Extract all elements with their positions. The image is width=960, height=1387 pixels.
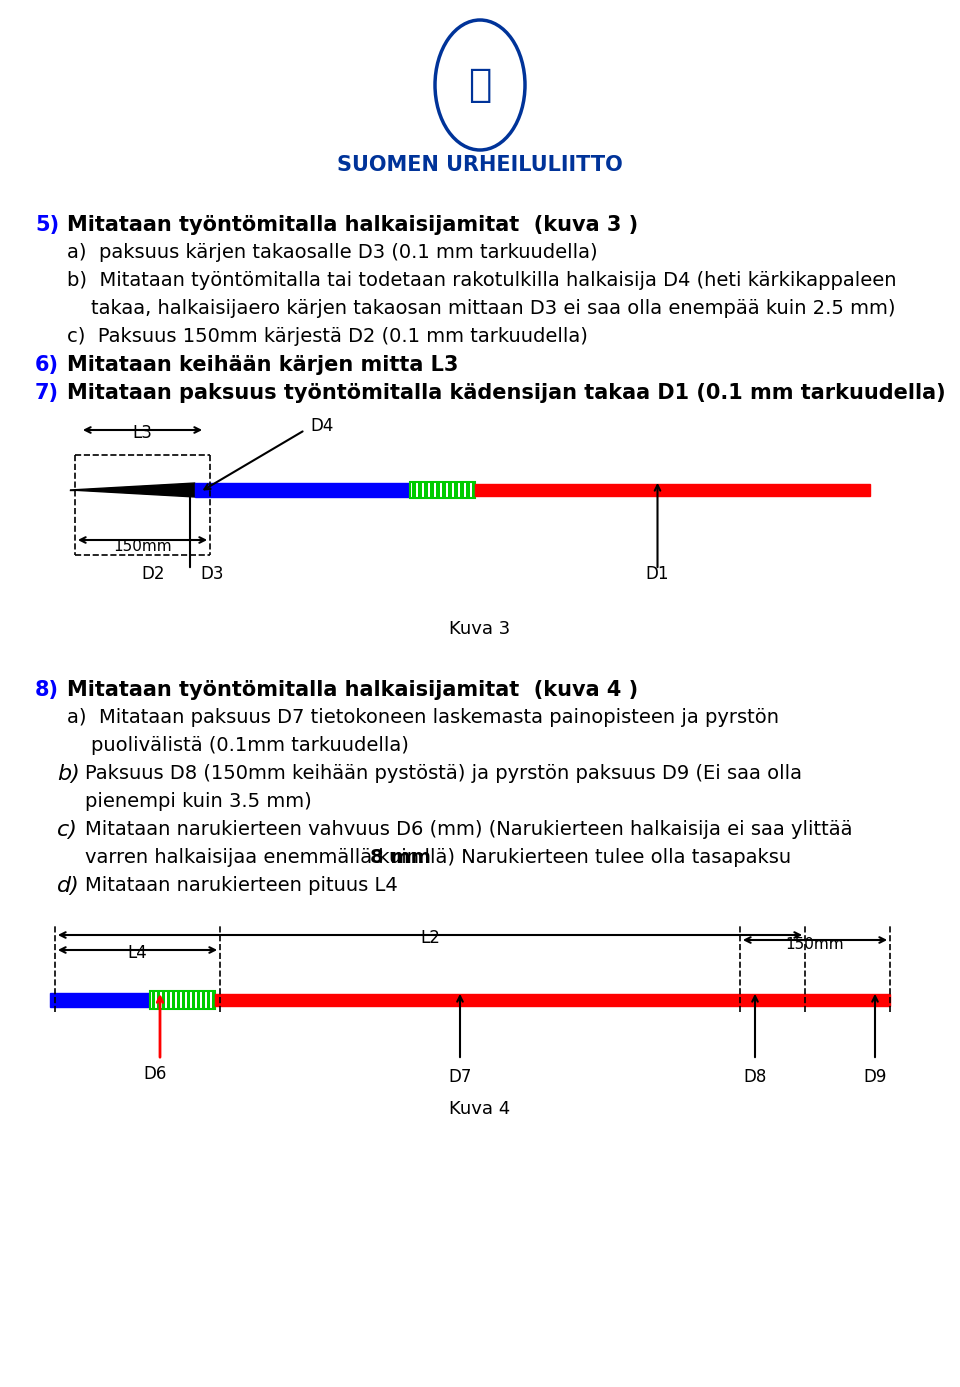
Bar bbox=[162, 990, 165, 1008]
Text: SUOMEN URHEILULIITTO: SUOMEN URHEILULIITTO bbox=[337, 155, 623, 175]
Text: b): b) bbox=[57, 764, 80, 784]
Text: varren halkaisijaa enemmällä kuin: varren halkaisijaa enemmällä kuin bbox=[85, 847, 425, 867]
Polygon shape bbox=[70, 483, 195, 497]
Bar bbox=[152, 990, 155, 1008]
Text: Mitataan työntömitalla halkaisijamitat  (kuva 3 ): Mitataan työntömitalla halkaisijamitat (… bbox=[67, 215, 638, 234]
Text: a)  paksuus kärjen takaosalle D3 (0.1 mm tarkuudella): a) paksuus kärjen takaosalle D3 (0.1 mm … bbox=[67, 243, 598, 262]
Text: Paksuus D8 (150mm keihään pystöstä) ja pyrstön paksuus D9 (Ei saa olla: Paksuus D8 (150mm keihään pystöstä) ja p… bbox=[85, 764, 802, 784]
Text: Kuva 4: Kuva 4 bbox=[449, 1100, 511, 1118]
Bar bbox=[454, 483, 458, 498]
Text: D3: D3 bbox=[200, 565, 224, 583]
Bar bbox=[197, 990, 200, 1008]
Text: puolivälistä (0.1mm tarkuudella): puolivälistä (0.1mm tarkuudella) bbox=[91, 736, 409, 755]
Text: L3: L3 bbox=[132, 424, 153, 442]
Bar bbox=[215, 994, 890, 1006]
Text: 6): 6) bbox=[35, 355, 59, 374]
Text: D8: D8 bbox=[743, 1068, 767, 1086]
Text: c)  Paksuus 150mm kärjestä D2 (0.1 mm tarkuudella): c) Paksuus 150mm kärjestä D2 (0.1 mm tar… bbox=[67, 327, 588, 345]
Bar bbox=[430, 483, 434, 498]
Text: D4: D4 bbox=[310, 417, 333, 436]
Text: 8 mm: 8 mm bbox=[370, 847, 431, 867]
Text: Mitataan keihään kärjen mitta L3: Mitataan keihään kärjen mitta L3 bbox=[67, 355, 458, 374]
Text: b)  Mitataan työntömitalla tai todetaan rakotulkilla halkaisija D4 (heti kärkika: b) Mitataan työntömitalla tai todetaan r… bbox=[67, 270, 897, 290]
Text: 150mm: 150mm bbox=[785, 938, 844, 951]
Bar bbox=[182, 990, 185, 1008]
Text: Kuva 3: Kuva 3 bbox=[449, 620, 511, 638]
Bar bbox=[472, 483, 476, 498]
Bar bbox=[195, 483, 410, 497]
Text: Mitataan paksuus työntömitalla kädensijan takaa D1 (0.1 mm tarkuudella): Mitataan paksuus työntömitalla kädensija… bbox=[67, 383, 946, 404]
Text: D9: D9 bbox=[863, 1068, 887, 1086]
Bar bbox=[212, 990, 215, 1008]
Text: a)  Mitataan paksuus D7 tietokoneen laskemasta painopisteen ja pyrstön: a) Mitataan paksuus D7 tietokoneen laske… bbox=[67, 707, 779, 727]
Bar bbox=[187, 990, 190, 1008]
Bar bbox=[418, 483, 422, 498]
Bar bbox=[207, 990, 210, 1008]
Bar bbox=[167, 990, 170, 1008]
Bar bbox=[475, 484, 870, 497]
Bar bbox=[436, 483, 440, 498]
Text: 150mm: 150mm bbox=[113, 540, 172, 553]
Text: :llä) Narukierteen tulee olla tasapaksu: :llä) Narukierteen tulee olla tasapaksu bbox=[418, 847, 791, 867]
Text: Mitataan narukierteen pituus L4: Mitataan narukierteen pituus L4 bbox=[85, 877, 397, 895]
Text: D2: D2 bbox=[141, 565, 165, 583]
Text: 8): 8) bbox=[35, 680, 59, 700]
Text: L2: L2 bbox=[420, 929, 440, 947]
Bar bbox=[50, 993, 155, 1007]
Bar bbox=[150, 990, 215, 1008]
Bar bbox=[412, 483, 416, 498]
Text: Mitataan työntömitalla halkaisijamitat  (kuva 4 ): Mitataan työntömitalla halkaisijamitat (… bbox=[67, 680, 638, 700]
Text: 7): 7) bbox=[35, 383, 59, 404]
Text: D6: D6 bbox=[143, 1065, 167, 1083]
Text: d): d) bbox=[57, 877, 80, 896]
Text: D7: D7 bbox=[448, 1068, 471, 1086]
Text: 🏃: 🏃 bbox=[468, 67, 492, 104]
Text: c): c) bbox=[57, 820, 78, 841]
Text: pienempi kuin 3.5 mm): pienempi kuin 3.5 mm) bbox=[85, 792, 312, 811]
Text: takaa, halkaisijaero kärjen takaosan mittaan D3 ei saa olla enempää kuin 2.5 mm): takaa, halkaisijaero kärjen takaosan mit… bbox=[91, 300, 896, 318]
Bar bbox=[192, 990, 195, 1008]
Bar bbox=[424, 483, 428, 498]
Text: Mitataan narukierteen vahvuus D6 (mm) (Narukierteen halkaisija ei saa ylittää: Mitataan narukierteen vahvuus D6 (mm) (N… bbox=[85, 820, 852, 839]
Bar bbox=[442, 483, 446, 498]
Text: 5): 5) bbox=[35, 215, 60, 234]
Bar bbox=[460, 483, 464, 498]
Text: L4: L4 bbox=[128, 945, 148, 963]
Bar bbox=[177, 990, 180, 1008]
Bar bbox=[172, 990, 175, 1008]
Bar bbox=[466, 483, 470, 498]
Bar bbox=[202, 990, 205, 1008]
Bar bbox=[157, 990, 160, 1008]
Text: D1: D1 bbox=[646, 565, 669, 583]
Bar bbox=[448, 483, 452, 498]
Bar bbox=[410, 483, 475, 498]
